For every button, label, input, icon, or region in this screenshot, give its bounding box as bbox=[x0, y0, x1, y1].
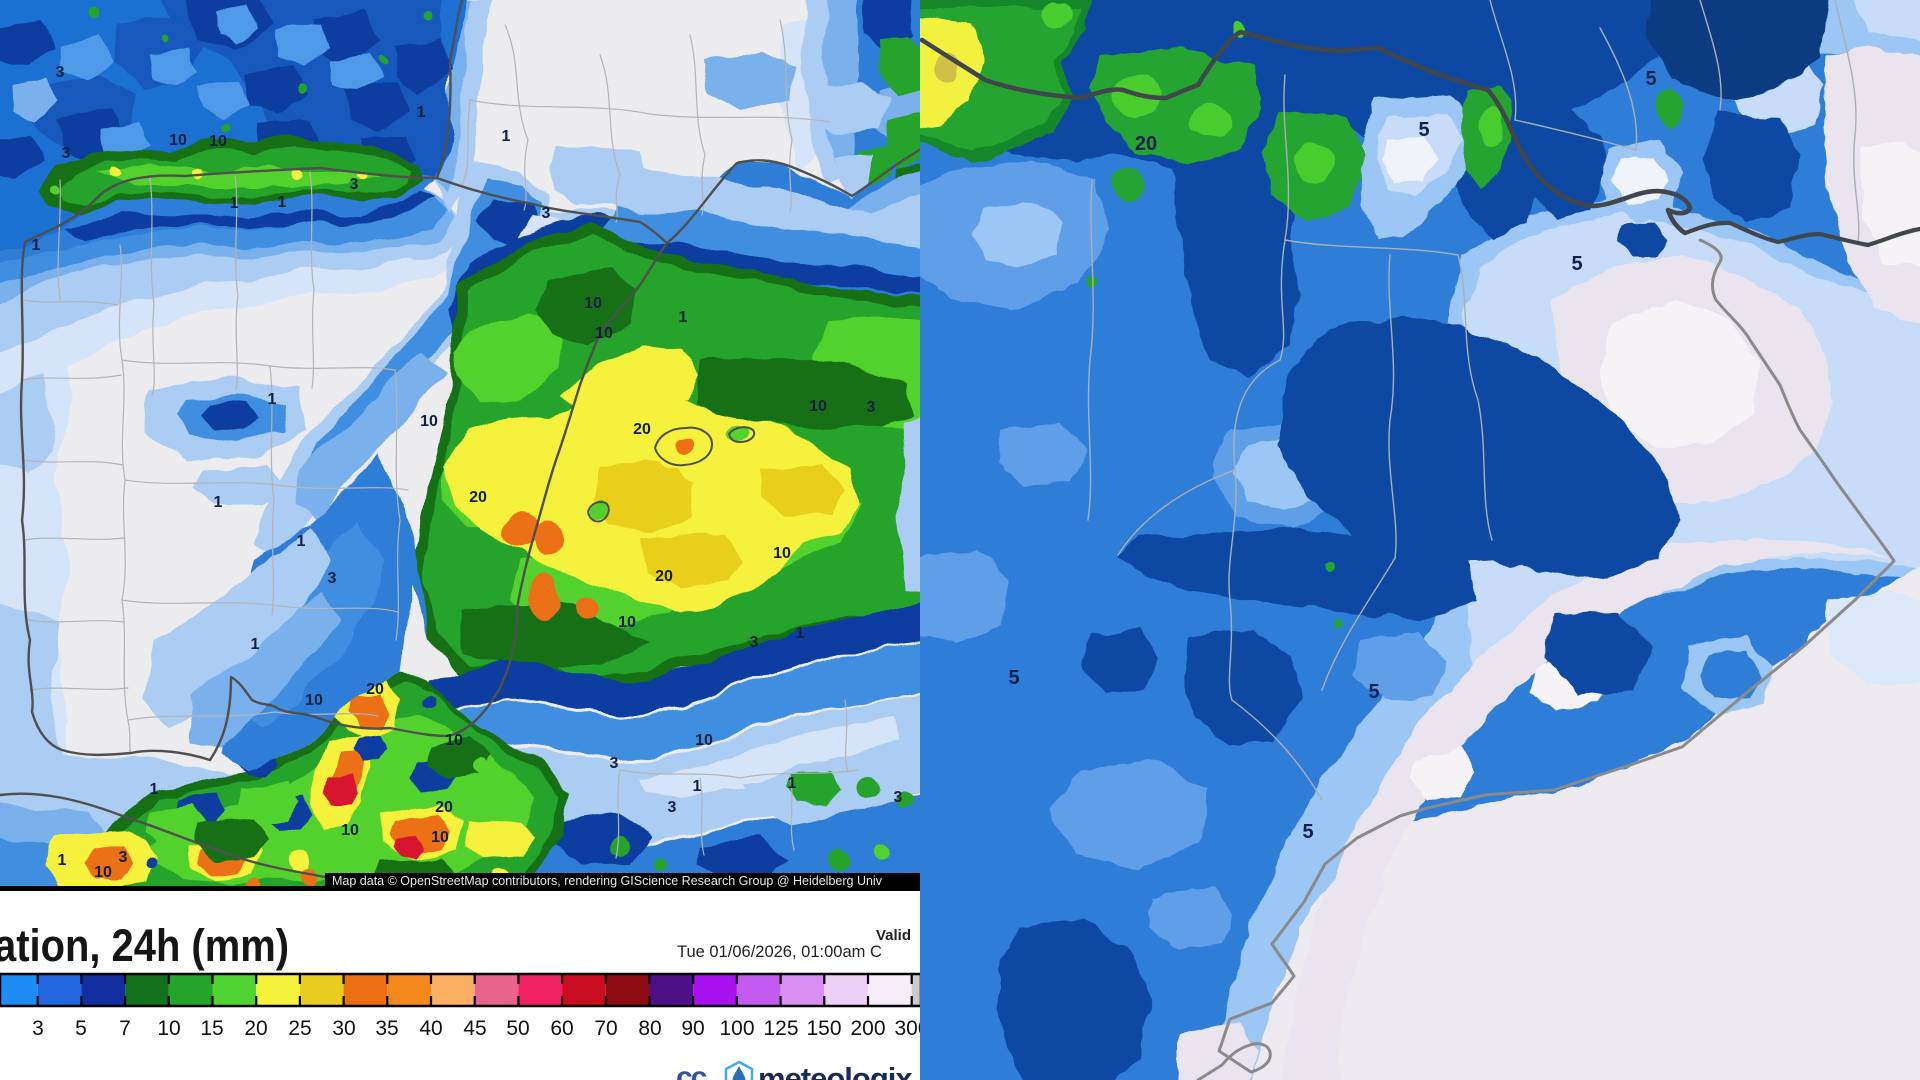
svg-text:20: 20 bbox=[244, 1017, 267, 1040]
svg-text:10: 10 bbox=[695, 732, 713, 749]
svg-text:cc: cc bbox=[676, 1061, 707, 1080]
svg-text:150: 150 bbox=[806, 1017, 841, 1040]
svg-text:80: 80 bbox=[638, 1017, 661, 1040]
svg-text:10: 10 bbox=[809, 398, 827, 415]
svg-text:90: 90 bbox=[681, 1017, 704, 1040]
svg-text:10: 10 bbox=[209, 133, 227, 150]
svg-text:5: 5 bbox=[1571, 253, 1582, 275]
svg-text:5: 5 bbox=[1418, 119, 1429, 141]
svg-text:5: 5 bbox=[1645, 68, 1656, 90]
svg-text:40: 40 bbox=[419, 1017, 442, 1040]
svg-text:7: 7 bbox=[119, 1017, 131, 1040]
svg-text:3: 3 bbox=[894, 789, 903, 806]
svg-text:Tue 01/06/2026, 01:00am C: Tue 01/06/2026, 01:00am C bbox=[677, 943, 882, 961]
svg-text:3: 3 bbox=[668, 799, 677, 816]
svg-text:1: 1 bbox=[502, 128, 511, 145]
svg-text:30: 30 bbox=[332, 1017, 355, 1040]
svg-text:20: 20 bbox=[655, 568, 673, 585]
svg-text:10: 10 bbox=[94, 864, 112, 881]
svg-text:1: 1 bbox=[32, 237, 41, 254]
svg-text:1: 1 bbox=[58, 852, 67, 869]
svg-text:3: 3 bbox=[32, 1017, 44, 1040]
svg-text:20: 20 bbox=[469, 489, 487, 506]
svg-text:1: 1 bbox=[796, 625, 805, 642]
svg-text:5: 5 bbox=[1008, 667, 1019, 689]
svg-text:50: 50 bbox=[506, 1017, 529, 1040]
svg-text:15: 15 bbox=[200, 1017, 223, 1040]
svg-text:3: 3 bbox=[350, 176, 359, 193]
svg-text:3: 3 bbox=[610, 755, 619, 772]
svg-text:20: 20 bbox=[1135, 133, 1157, 155]
svg-text:10: 10 bbox=[618, 614, 636, 631]
svg-text:10: 10 bbox=[341, 822, 359, 839]
svg-text:1: 1 bbox=[788, 775, 797, 792]
svg-text:10: 10 bbox=[157, 1017, 180, 1040]
svg-text:1: 1 bbox=[214, 494, 223, 511]
svg-text:Map data © OpenStreetMap contr: Map data © OpenStreetMap contributors, r… bbox=[332, 874, 883, 888]
svg-text:25: 25 bbox=[288, 1017, 311, 1040]
svg-text:1: 1 bbox=[693, 778, 702, 795]
svg-text:5: 5 bbox=[75, 1017, 87, 1040]
svg-text:3: 3 bbox=[750, 634, 759, 651]
svg-text:3: 3 bbox=[542, 205, 551, 222]
svg-text:1: 1 bbox=[417, 104, 426, 121]
svg-text:3: 3 bbox=[328, 570, 337, 587]
svg-text:45: 45 bbox=[463, 1017, 486, 1040]
svg-text:200: 200 bbox=[850, 1017, 885, 1040]
svg-text:5: 5 bbox=[1302, 821, 1313, 843]
svg-text:10: 10 bbox=[584, 295, 602, 312]
svg-text:125: 125 bbox=[763, 1017, 798, 1040]
svg-text:35: 35 bbox=[375, 1017, 398, 1040]
svg-text:1: 1 bbox=[268, 391, 277, 408]
svg-text:10: 10 bbox=[445, 732, 463, 749]
svg-text:3: 3 bbox=[56, 64, 65, 81]
svg-text:10: 10 bbox=[305, 692, 323, 709]
svg-text:10: 10 bbox=[773, 545, 791, 562]
svg-text:1: 1 bbox=[150, 781, 159, 798]
svg-text:3: 3 bbox=[62, 145, 71, 162]
svg-text:1: 1 bbox=[679, 309, 688, 326]
svg-text:10: 10 bbox=[169, 132, 187, 149]
svg-text:10: 10 bbox=[595, 325, 613, 342]
svg-text:3: 3 bbox=[119, 849, 128, 866]
svg-text:60: 60 bbox=[550, 1017, 573, 1040]
svg-text:100: 100 bbox=[719, 1017, 754, 1040]
svg-text:ation, 24h (mm): ation, 24h (mm) bbox=[0, 920, 289, 971]
svg-text:3: 3 bbox=[867, 399, 876, 416]
svg-text:1: 1 bbox=[297, 533, 306, 550]
svg-text:meteologix.c: meteologix.c bbox=[758, 1061, 936, 1080]
svg-text:20: 20 bbox=[633, 421, 651, 438]
svg-text:70: 70 bbox=[594, 1017, 617, 1040]
svg-text:1: 1 bbox=[251, 636, 260, 653]
svg-text:20: 20 bbox=[435, 799, 453, 816]
svg-text:10: 10 bbox=[431, 829, 449, 846]
svg-text:20: 20 bbox=[366, 681, 384, 698]
svg-text:1: 1 bbox=[230, 195, 239, 212]
svg-text:1: 1 bbox=[278, 194, 287, 211]
svg-text:10: 10 bbox=[420, 413, 438, 430]
svg-text:5: 5 bbox=[1368, 681, 1379, 703]
svg-text:Valid: Valid bbox=[876, 927, 911, 944]
